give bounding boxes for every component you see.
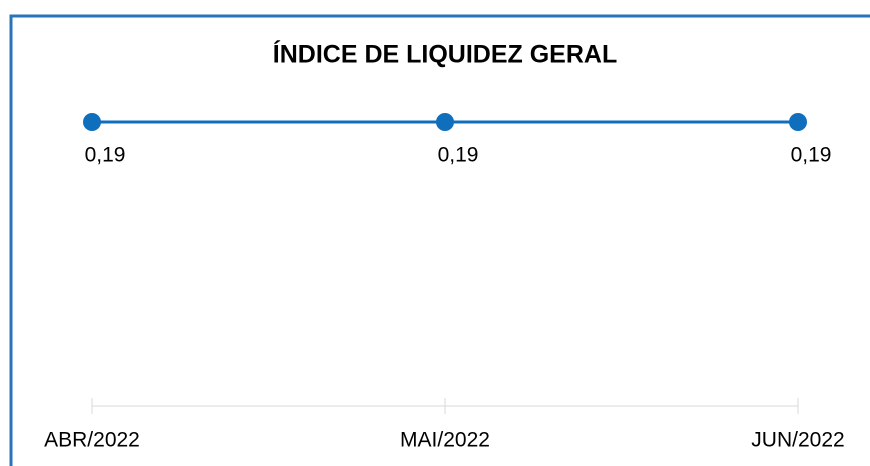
data-point	[789, 113, 807, 131]
x-tick-label: MAI/2022	[400, 429, 490, 452]
data-label: 0,19	[85, 144, 126, 167]
chart-title: ÍNDICE DE LIQUIDEZ GERAL	[273, 40, 617, 69]
data-point	[83, 113, 101, 131]
x-tick-label: JUN/2022	[751, 429, 844, 452]
data-label: 0,19	[438, 144, 479, 167]
x-tick-label: ABR/2022	[44, 429, 140, 452]
data-label: 0,19	[791, 144, 832, 167]
data-point	[436, 113, 454, 131]
frame	[9, 14, 870, 466]
